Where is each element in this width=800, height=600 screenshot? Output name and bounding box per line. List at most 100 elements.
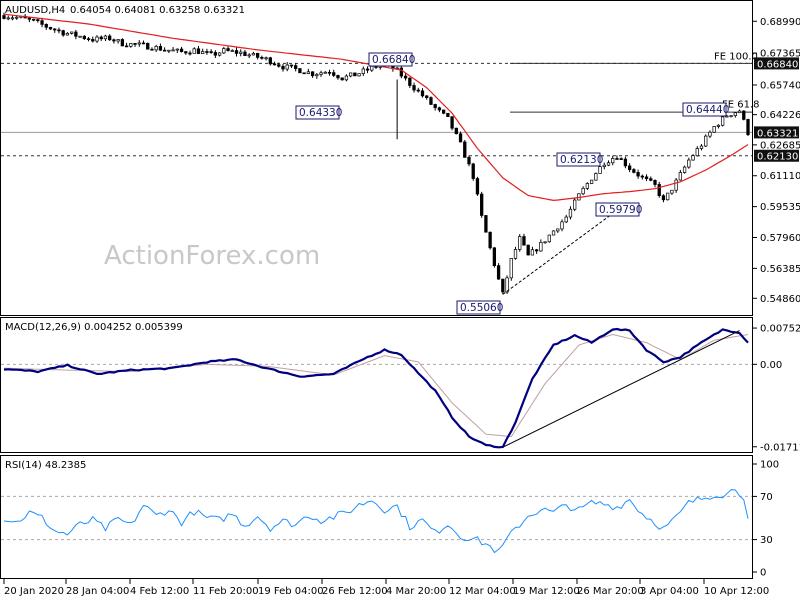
candle-body (467, 157, 471, 165)
candle-body (2, 15, 6, 19)
candle-body (581, 187, 585, 195)
candle-body (230, 50, 234, 52)
rsi-series: 100 70 30 0 (1, 460, 779, 579)
rsi-tick-label: 70 (760, 492, 773, 503)
candle-body (61, 30, 65, 36)
candle-body (573, 199, 577, 210)
candle-body (91, 39, 95, 42)
candle-body (162, 49, 167, 52)
candle-body (277, 64, 281, 67)
annotation-box (682, 102, 727, 117)
candle-body (306, 71, 311, 74)
candle-body (564, 216, 568, 223)
candle-body (353, 72, 357, 77)
candle-body (243, 51, 247, 56)
candle-body (695, 148, 699, 157)
candle-body (420, 90, 425, 97)
fe-100-label: FE 100.0 (714, 51, 758, 62)
price-tick-label: 0.65740 (760, 80, 800, 91)
price-tag-box (754, 126, 799, 139)
candle-body (247, 54, 251, 57)
candle-body (188, 52, 192, 55)
rsi-tick-label: 30 (760, 535, 773, 546)
candle-body (742, 110, 746, 120)
price-annotation: 0.59790 (595, 202, 642, 217)
candle-body (205, 51, 209, 53)
price-symbol-label: AUDUSD,H4 (5, 5, 65, 16)
candle-body (239, 51, 243, 54)
price-tick-label: 0.57960 (760, 233, 800, 244)
candle-body (408, 77, 412, 86)
candle-body (666, 192, 670, 201)
candle-body (640, 175, 644, 178)
candle-body (615, 158, 619, 160)
x-tick-label: 10 Apr 12:00 (704, 586, 769, 597)
candle-body (657, 184, 661, 197)
price-tick-label: 0.64226 (760, 110, 800, 121)
candle-body (513, 249, 518, 259)
candle-body (509, 258, 513, 279)
price-annotation: 0.64330 (295, 105, 342, 120)
candle-body (327, 71, 332, 74)
candle-body (82, 35, 86, 40)
candle-body (699, 145, 704, 149)
candle-body (40, 20, 44, 25)
price-tag-text: 0.66840 (757, 59, 798, 70)
x-tick-label: 26 Feb 12:00 (322, 586, 388, 597)
price-panel (0, 0, 753, 316)
price-tick-label: 0.68990 (760, 17, 800, 28)
fe-61-label: FE 61.8 (722, 99, 760, 110)
annotation-box (595, 202, 640, 217)
annotation-text: 0.66840 (372, 54, 415, 66)
price-ohlc-label: 0.64054 0.64081 0.63258 0.63321 (70, 5, 245, 16)
candle-body (6, 17, 10, 20)
candle-body (120, 39, 125, 47)
candle-body (425, 95, 429, 98)
x-tick-label: 28 Jan 04:00 (66, 586, 129, 597)
candle-body (534, 249, 539, 252)
candle-body (323, 71, 327, 74)
candle-body (399, 67, 404, 77)
candle-body (294, 65, 298, 69)
candle-body (733, 112, 737, 116)
macd-signal-line (3, 333, 749, 438)
rsi-tick-label: 100 (760, 460, 779, 471)
candle-body (222, 48, 226, 54)
annotation-text: 0.62130 (560, 154, 603, 166)
macd-series: 0.007526 0.00 -0.017112 (1, 324, 800, 453)
candle-body (340, 77, 344, 81)
candle-body (319, 72, 323, 75)
candle-body (124, 45, 129, 48)
candle-body (10, 17, 15, 20)
annotation-text: 0.64330 (299, 107, 342, 119)
candle-body (310, 71, 315, 77)
macd-panel (0, 317, 753, 453)
x-tick-label: 3 Apr 04:00 (640, 586, 699, 597)
macd-tick-label: 0.007526 (760, 324, 800, 335)
candle-body (86, 38, 91, 41)
rsi-title: RSI(14) 48.2385 (5, 460, 86, 471)
candle-body (374, 65, 378, 68)
candle-body (141, 42, 146, 45)
candle-body (661, 195, 666, 201)
candle-body (158, 46, 163, 51)
candle-body (112, 39, 116, 42)
candle-body (471, 163, 475, 179)
candle-body (708, 131, 712, 137)
candle-body (475, 178, 480, 195)
annotation-text: 0.64440 (686, 104, 729, 116)
candle-body (737, 110, 742, 114)
price-tick-label: 0.56385 (760, 264, 800, 275)
macd-line (3, 327, 749, 449)
candle-body (226, 48, 230, 51)
price-tick-label: 0.54860 (760, 294, 800, 305)
candle-body (441, 109, 446, 114)
x-tick-label: 4 Feb 12:00 (130, 586, 189, 597)
candle-body (260, 57, 264, 59)
candle-body (594, 173, 598, 181)
price-axis: 0.68990 0.67365 0.65740 0.64226 0.62685 0.611… (752, 17, 800, 305)
candle-body (585, 183, 590, 189)
candle-body (674, 179, 678, 191)
price-annotation: 0.64440 (682, 102, 729, 117)
